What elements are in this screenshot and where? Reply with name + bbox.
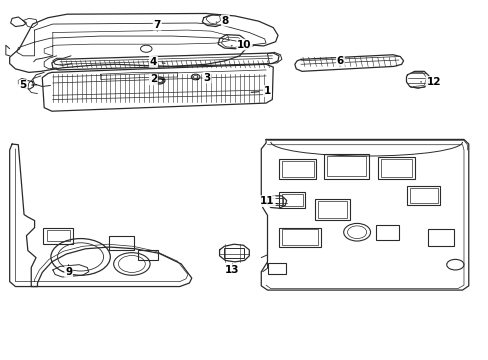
Bar xyxy=(279,159,316,179)
Text: 11: 11 xyxy=(260,196,278,206)
Bar xyxy=(427,229,453,246)
Bar xyxy=(279,192,305,208)
Bar xyxy=(43,228,73,243)
Bar xyxy=(281,161,313,177)
Text: 12: 12 xyxy=(420,77,440,87)
Bar xyxy=(409,188,437,203)
Bar xyxy=(109,237,134,250)
Text: 13: 13 xyxy=(225,264,239,275)
Text: 4: 4 xyxy=(149,57,165,67)
Text: 10: 10 xyxy=(231,40,251,50)
Bar xyxy=(47,230,70,242)
Bar xyxy=(270,198,282,206)
Bar xyxy=(377,157,414,179)
Text: 9: 9 xyxy=(65,265,72,277)
Bar xyxy=(407,186,439,205)
Bar xyxy=(380,159,411,177)
Text: 8: 8 xyxy=(216,15,228,26)
Bar xyxy=(376,225,399,240)
Text: 6: 6 xyxy=(336,56,343,66)
Text: 2: 2 xyxy=(149,75,164,85)
Bar xyxy=(315,199,349,220)
Bar xyxy=(281,229,318,245)
Bar xyxy=(326,156,366,176)
Text: 7: 7 xyxy=(153,20,161,31)
Bar xyxy=(224,248,244,258)
Bar xyxy=(318,201,346,218)
Bar xyxy=(281,194,303,207)
Text: 1: 1 xyxy=(251,86,270,96)
Text: 3: 3 xyxy=(196,73,210,83)
Bar xyxy=(267,263,285,274)
Bar xyxy=(279,228,321,247)
Text: 5: 5 xyxy=(20,80,37,90)
Bar xyxy=(138,250,158,260)
Bar xyxy=(323,153,368,179)
